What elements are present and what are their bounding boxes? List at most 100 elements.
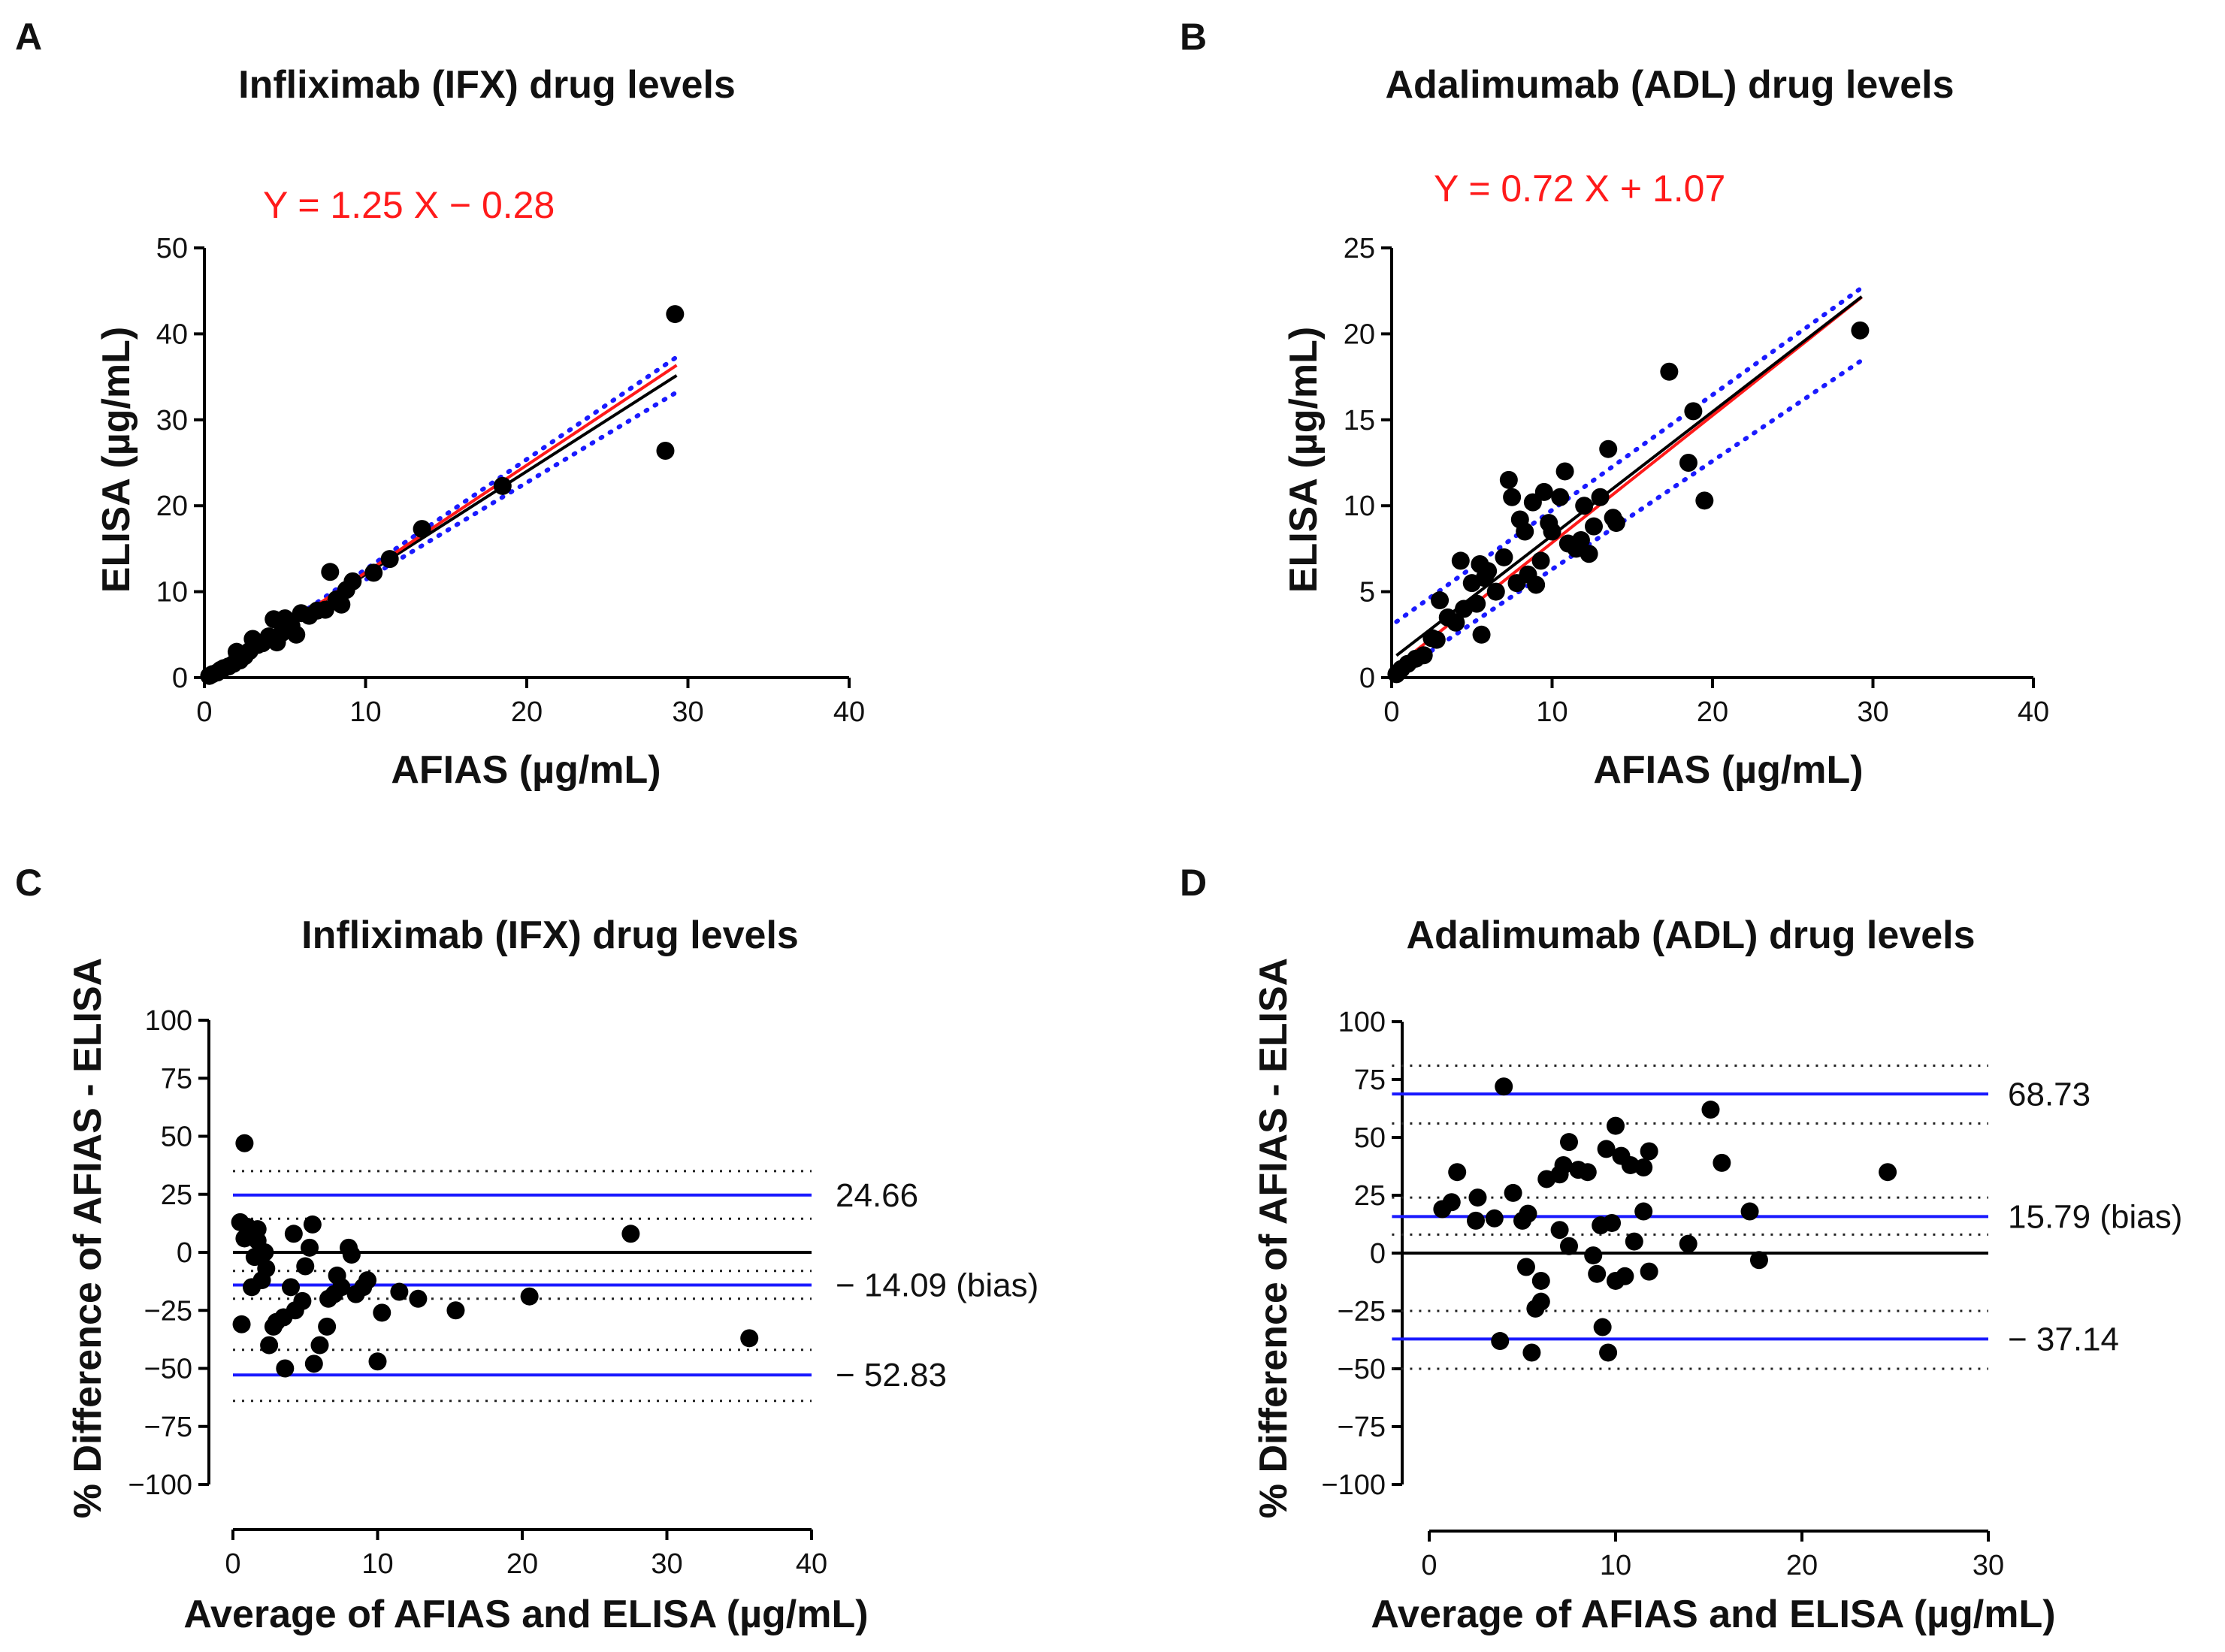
panel-d-data-point [1504,1183,1522,1202]
panel-b: B Adalimumab (ADL) drug levels Y = 0.72 … [1180,16,2049,792]
panel-b-data-point [1499,470,1518,489]
panel-b-data-point [1679,454,1697,472]
panel-a: A Infliximab (IFX) drug levels Y = 1.25 … [15,16,865,792]
panel-d-data-point [1495,1077,1513,1096]
panel-b-data-point [1695,491,1714,510]
panel-b-data-point [1427,630,1446,649]
panel-b-data-point [1414,646,1433,665]
panel-c-data-point [282,1278,300,1297]
panel-a-x-tick-label: 10 [349,696,381,728]
panel-c-y-tick-label: 75 [161,1063,192,1095]
panel-c-y-tick-label: 50 [161,1122,192,1153]
panel-a-equation: Y = 1.25 X − 0.28 [263,184,555,226]
panel-d-y-axis-label: % Difference of AFIAS - ELISA [1252,958,1295,1518]
panel-d-data-point [1448,1163,1467,1182]
panel-b-x-axis-label: AFIAS (µg/mL) [1593,748,1863,792]
panel-d-letter: D [1180,862,1207,904]
panel-d-y-tick-label: 75 [1354,1065,1386,1096]
panel-d-data-point [1491,1332,1510,1351]
panel-d-y-tick-label: 50 [1354,1122,1386,1154]
panel-d-data-point [1879,1163,1897,1182]
panel-d-data-point [1531,1271,1550,1290]
panel-c-data-point [520,1287,539,1306]
panel-d-y-tick-label: 25 [1354,1180,1386,1212]
panel-b-data-point [1447,613,1465,632]
panel-b-data-point [1585,517,1604,536]
panel-c-data-point [368,1352,387,1371]
panel-b-y-tick-label: 20 [1344,319,1375,350]
panel-a-data-point [287,625,306,644]
panel-b-data-point [1575,497,1594,515]
panel-b-data-point [1527,575,1546,594]
panel-c-x-tick-label: 20 [506,1548,538,1580]
panel-d-data-point [1599,1343,1618,1362]
panel-a-data-point [343,572,362,590]
panel-a-title: Infliximab (IFX) drug levels [238,63,736,107]
panel-c-limit-label: − 14.09 (bias) [836,1267,1038,1304]
panel-c-data-point [409,1289,428,1308]
panel-a-data-point [656,441,675,460]
panel-c-data-point [373,1303,391,1322]
panel-c-data-point [303,1215,322,1234]
panel-b-data-point [1555,462,1574,481]
panel-d-data-point [1607,1116,1625,1135]
panel-d-data-point [1634,1202,1653,1221]
panel-c-data-point [232,1315,251,1333]
panel-b-y-tick-label: 25 [1344,233,1375,264]
panel-c-y-tick-label: 25 [161,1179,192,1211]
panel-c-limit-label: − 52.83 [836,1357,947,1394]
panel-c-y-tick-label: 100 [145,1005,192,1037]
panel-c-x-tick-label: 40 [796,1548,827,1580]
panel-c-data-point [332,1278,351,1297]
panel-c-data-point [446,1301,465,1320]
panel-d-x-axis-label: Average of AFIAS and ELISA (µg/mL) [1371,1593,2055,1636]
panel-d-title: Adalimumab (ADL) drug levels [1407,914,1976,957]
panel-b-ci-band-upper [1394,285,1864,624]
panel-c-y-tick-label: −100 [128,1469,192,1501]
panel-a-y-axis-label: ELISA (µg/mL) [95,327,138,593]
panel-c-data-point [318,1317,337,1336]
panel-a-letter: A [15,16,42,58]
panel-a-ci-band-lower [202,390,679,679]
panel-c-data-point [255,1243,274,1261]
panel-c-y-tick-label: −50 [144,1354,192,1385]
panel-d-data-point [1679,1234,1697,1253]
panel-b-data-point [1503,488,1522,506]
panel-b-data-point [1851,321,1870,340]
panel-b-data-point [1451,551,1470,570]
panel-c-y-tick-label: −75 [144,1412,192,1443]
panel-d-data-point [1616,1267,1634,1285]
panel-c-data-point [310,1336,329,1355]
panel-c-data-point [358,1271,377,1290]
panel-d-data-point [1531,1292,1550,1311]
panel-b-plot: 0 5 10 15 20 25 0 10 20 30 40 [1344,233,2049,728]
panel-c-data-point [276,1359,295,1378]
panel-b-x-tick-label: 20 [1697,696,1728,728]
panel-d-data-point [1640,1262,1658,1281]
panel-b-data-point [1607,514,1625,533]
panel-c-limit-label: 24.66 [836,1177,918,1214]
panel-d-y-tick-label: −50 [1338,1354,1386,1385]
panel-b-x-tick-label: 0 [1383,696,1399,728]
panel-b-data-point [1431,591,1450,610]
panel-d-x-tick-label: 30 [1973,1550,2004,1581]
panel-c-letter: C [15,862,42,904]
panel-d-data-point [1584,1246,1603,1265]
panel-d-data-point [1701,1101,1720,1119]
panel-a-x-axis-label: AFIAS (µg/mL) [391,748,661,792]
panel-d-data-point [1467,1211,1485,1230]
panel-c-data-point [296,1257,315,1276]
panel-d-data-point [1597,1140,1616,1158]
panel-b-data-point [1543,522,1561,541]
panel-a-data-point [364,563,383,582]
panel-b-data-point [1571,530,1590,549]
panel-a-y-tick-label: 30 [156,405,188,436]
panel-d-data-point [1740,1202,1759,1221]
panel-a-x-tick-label: 0 [196,696,212,728]
panel-b-data-point [1580,545,1598,563]
panel-d-y-tick-label: −75 [1338,1412,1386,1443]
panel-d-data-point [1588,1264,1607,1283]
panel-b-y-tick-label: 15 [1344,405,1375,436]
panel-d-limit-label: 68.73 [2008,1076,2090,1113]
panel-d-data-point [1634,1158,1653,1177]
